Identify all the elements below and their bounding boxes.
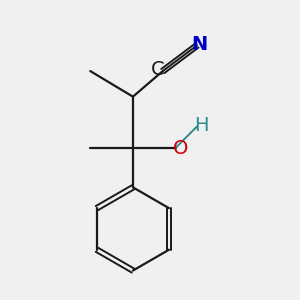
Text: H: H [194, 116, 208, 135]
Text: O: O [173, 140, 189, 158]
Text: N: N [191, 35, 207, 54]
Text: C: C [151, 61, 164, 80]
